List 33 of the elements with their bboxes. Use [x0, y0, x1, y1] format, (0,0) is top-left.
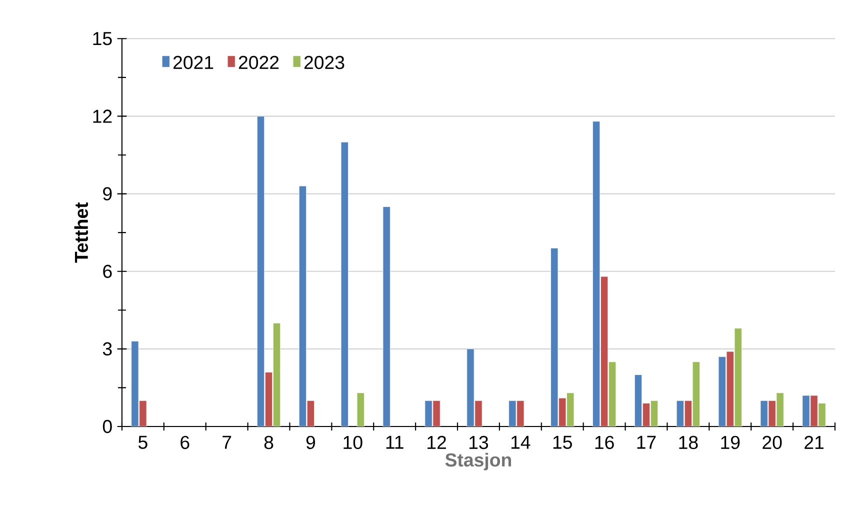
- x-tick-label: 12: [428, 436, 446, 449]
- x-tick-label: 5: [138, 436, 148, 449]
- x-tick-label: 13: [470, 436, 488, 450]
- x-tick-label: 11: [386, 436, 404, 449]
- legend-label: 2023: [304, 56, 344, 70]
- y-axis-title: Tetthet: [74, 202, 88, 263]
- x-tick-label: 9: [306, 436, 316, 450]
- x-tick-label: 16: [595, 436, 614, 450]
- x-tick-label: 17: [637, 436, 656, 449]
- legend-label: 2021: [173, 56, 214, 70]
- bar: [340, 142, 348, 427]
- x-tick-label: 7: [222, 436, 232, 449]
- x-tick-label: 18: [679, 436, 698, 450]
- x-tick-label: 8: [264, 436, 274, 450]
- y-tick-label: 3: [102, 342, 112, 356]
- bar: [600, 276, 608, 427]
- legend-label: 2022: [238, 56, 279, 70]
- x-tick-label: 6: [180, 436, 190, 450]
- x-tick-label: 15: [553, 436, 572, 449]
- y-tick-label: 0: [102, 420, 112, 434]
- y-tick-label: 12: [93, 110, 112, 123]
- x-tick-label: 10: [344, 436, 362, 450]
- bar: [382, 206, 390, 427]
- x-tick-label: 19: [721, 436, 740, 450]
- bar: [356, 392, 364, 427]
- bar: [474, 400, 482, 427]
- y-tick-label: 15: [93, 32, 112, 46]
- y-tick-label: 6: [103, 264, 112, 278]
- y-tick-label: 9: [103, 187, 112, 200]
- x-tick-label: 20: [762, 436, 782, 450]
- x-tick-label: 14: [511, 436, 530, 449]
- x-axis-title: Stasjon: [445, 452, 512, 470]
- x-tick-label: 21: [804, 436, 824, 449]
